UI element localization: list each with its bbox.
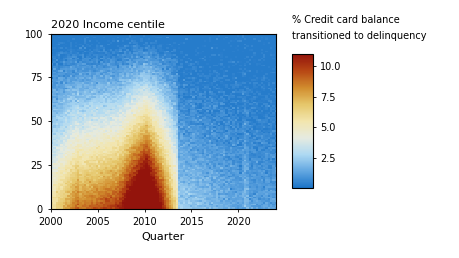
Text: 2020 Income centile: 2020 Income centile xyxy=(50,20,164,30)
X-axis label: Quarter: Quarter xyxy=(141,232,185,242)
Text: % Credit card balance: % Credit card balance xyxy=(291,15,399,25)
Text: transitioned to delinquency: transitioned to delinquency xyxy=(291,31,425,41)
